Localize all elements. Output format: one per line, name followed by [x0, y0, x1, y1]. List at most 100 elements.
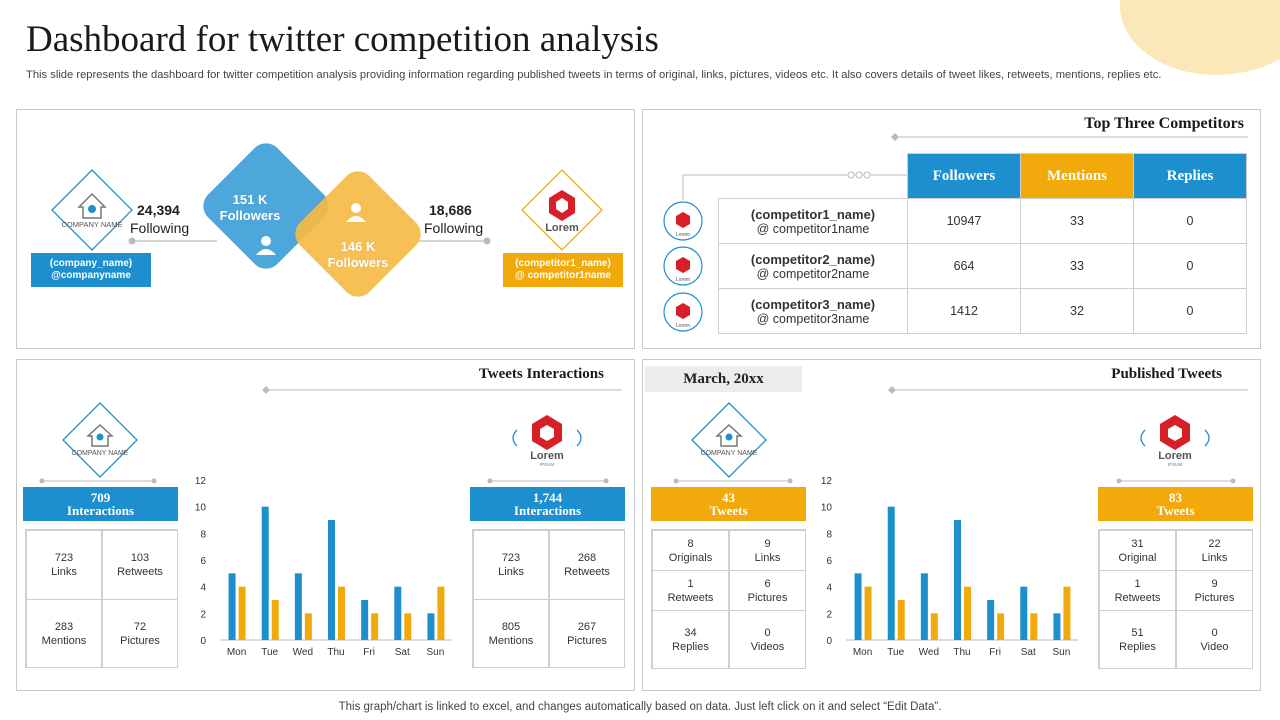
company-interactions-bar: 709 Interactions — [23, 487, 178, 521]
stat-links: 9 Links — [729, 530, 806, 571]
bar-fri-s1 — [997, 613, 1005, 640]
company-tweets-label: Tweets — [709, 503, 748, 518]
competitor-followers-label: Followers — [327, 255, 389, 270]
page-title: Dashboard for twitter competition analys… — [26, 19, 659, 60]
col-followers: Followers — [907, 153, 1021, 199]
company-following-label: Following — [130, 220, 190, 236]
competitors-table: Followers Mentions Replies (competitor1_… — [718, 153, 1247, 334]
stat-pictures: 267 Pictures — [549, 599, 625, 668]
bar-fri-s0 — [361, 600, 369, 640]
bar-mon-s0 — [854, 573, 862, 640]
company-tweets-bar: 43 Tweets — [651, 487, 806, 521]
bar-mon-s0 — [228, 573, 236, 640]
company-logo-text: COMPANY NAME — [62, 220, 123, 229]
stat-originals: 8 Originals — [652, 530, 729, 571]
company-handle: @companyname — [51, 270, 131, 281]
stat-video: 0 Video — [1176, 610, 1253, 669]
followers-panel: COMPANY NAME Lorem 151 K Followers 146 K… — [16, 109, 635, 349]
competitor-name: (competitor3_name) — [750, 296, 876, 312]
x-tick-label: Mon — [227, 647, 246, 658]
x-tick-label: Fri — [363, 647, 375, 658]
competitor-handle: @ competitor1name — [756, 221, 870, 236]
stat-original: 31 Original — [1099, 530, 1176, 571]
y-tick-label: 0 — [200, 636, 206, 647]
published-title: Published Tweets — [1111, 366, 1222, 382]
bar-fri-s0 — [987, 600, 995, 640]
bar-sun-s1 — [437, 586, 445, 640]
y-tick-label: 0 — [826, 636, 832, 647]
stat-retweets: 1 Retweets — [1099, 570, 1176, 611]
bar-wed-s0 — [920, 573, 928, 640]
competitor-logo: Lorem IPSUM — [1140, 415, 1210, 467]
x-tick-label: Thu — [327, 647, 344, 658]
bar-tue-s0 — [261, 506, 269, 640]
y-tick-label: 4 — [200, 583, 206, 594]
stat-retweets: 268 Retweets — [549, 530, 625, 600]
stat-mentions: 805 Mentions — [473, 599, 549, 668]
stat-replies: 51 Replies — [1099, 610, 1176, 669]
bar-wed-s0 — [294, 573, 302, 640]
company-logo-diamond: COMPANY NAME — [691, 402, 767, 478]
replies-cell: 0 — [1133, 198, 1247, 244]
svg-text:Lorem: Lorem — [676, 323, 690, 329]
competitor-tweets-label: Tweets — [1156, 503, 1195, 518]
interactions-title: Tweets Interactions — [478, 366, 604, 382]
bar-wed-s1 — [930, 613, 938, 640]
competitor-name: (competitor2_name) — [750, 251, 876, 267]
competitor-logo-text: Lorem — [545, 222, 579, 234]
competitor-following-label: Following — [424, 220, 484, 236]
bar-mon-s1 — [864, 586, 872, 640]
competitor-interactions-grid: 723 Links 268 Retweets 805 Mentions 267 Pict… — [472, 529, 625, 668]
stat-mentions: 283 Mentions — [26, 599, 102, 668]
replies-cell: 0 — [1133, 243, 1247, 289]
bar-tue-s1 — [897, 600, 905, 640]
competitor-logo-diamond: Lorem — [521, 169, 603, 251]
competitor-label: (competitor1_name) @ competitor1name — [503, 253, 623, 287]
replies-cell: 0 — [1133, 288, 1247, 334]
company-following-count: 24,394 — [137, 202, 180, 218]
competitor-handle: @ competitor1name — [515, 270, 611, 281]
company-tweets-count: 43 — [722, 490, 735, 505]
x-tick-label: Sun — [1053, 647, 1071, 658]
interactions-panel: Tweets Interactions COMPANY NAME Lorem I… — [16, 359, 635, 691]
y-tick-label: 2 — [200, 609, 206, 620]
bar-sun-s0 — [1053, 613, 1061, 640]
bar-tue-s1 — [271, 600, 279, 640]
x-tick-label: Sat — [1021, 647, 1036, 658]
competitor-followers-diamond — [295, 171, 421, 297]
y-tick-label: 12 — [195, 476, 207, 487]
x-tick-label: Thu — [953, 647, 970, 658]
competitor-tweets-grid: 31 Original 22 Links 1 Retweets 9 Pictures 5… — [1098, 529, 1253, 669]
y-tick-label: 10 — [195, 503, 207, 514]
stat-retweets: 103 Retweets — [102, 530, 178, 600]
competitor-handle: @ competitor3name — [756, 311, 870, 326]
competitor-interactions-label: Interactions — [513, 503, 582, 518]
bar-sat-s0 — [1020, 586, 1028, 640]
x-tick-label: Sun — [427, 647, 445, 658]
x-tick-label: Wed — [293, 647, 313, 658]
competitors-title: Top Three Competitors — [1084, 115, 1244, 132]
company-interactions-count: 709 — [90, 490, 111, 505]
company-logo-diamond: COMPANY NAME — [51, 169, 133, 251]
stat-pictures: 6 Pictures — [729, 570, 806, 611]
published-bar-chart: 0 2 4 6 8 10 12 Mon Tue Wed Thu Fri Sat Sun — [821, 476, 1078, 658]
bar-sat-s1 — [1030, 613, 1038, 640]
user-icon — [256, 203, 366, 255]
stat-links: 723 Links — [473, 530, 549, 600]
col-mentions: Mentions — [1020, 153, 1134, 199]
svg-text:COMPANY NAME: COMPANY NAME — [701, 450, 758, 457]
followers-graphic: COMPANY NAME Lorem — [51, 143, 603, 297]
table-row: (competitor2_name) @ competitor2name 664 … — [718, 243, 1247, 289]
published-logos: COMPANY NAME Lorem IPSUM — [673, 386, 1248, 484]
published-panel: March, 20xx Published Tweets COMPANY NAM… — [642, 359, 1261, 691]
bar-fri-s1 — [371, 613, 379, 640]
competitor-following-count: 18,686 — [429, 202, 472, 218]
followers-cell: 10947 — [907, 198, 1021, 244]
bar-thu-s0 — [328, 520, 335, 640]
company-label: (company_name) @companyname — [31, 253, 151, 287]
bar-thu-s1 — [338, 586, 345, 640]
svg-text:COMPANY NAME: COMPANY NAME — [72, 450, 129, 457]
stat-pictures: 9 Pictures — [1176, 570, 1253, 611]
col-replies: Replies — [1133, 153, 1247, 199]
mentions-cell: 33 — [1020, 198, 1134, 244]
